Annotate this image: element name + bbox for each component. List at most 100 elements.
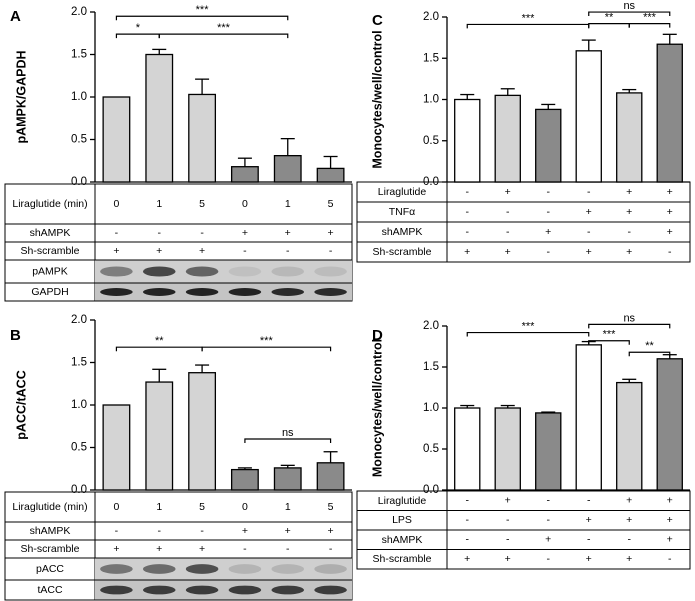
significance-bracket xyxy=(244,438,332,443)
table-cell: - xyxy=(547,495,551,507)
table-cell: + xyxy=(505,495,511,507)
table-cell: - xyxy=(200,227,204,239)
significance-label: *** xyxy=(260,335,274,347)
y-tick-label: 2.0 xyxy=(71,6,87,18)
table-cell: - xyxy=(587,186,591,198)
blot-band xyxy=(100,585,133,595)
table-cell: + xyxy=(626,246,632,258)
bar xyxy=(535,108,562,183)
row-label: Sh-scramble xyxy=(372,246,432,258)
y-tick-label: 1.5 xyxy=(423,361,439,373)
table-cell: + xyxy=(626,186,632,198)
table-cell: - xyxy=(668,246,672,258)
table-cell: - xyxy=(466,495,470,507)
significance-label: *** xyxy=(217,22,231,34)
table-cell: + xyxy=(285,227,291,239)
table-cell: 5 xyxy=(328,501,334,513)
bar xyxy=(316,462,345,491)
table-cell: 5 xyxy=(199,198,205,210)
table-cell: - xyxy=(243,543,247,555)
table-cell: + xyxy=(285,525,291,537)
table-cell: + xyxy=(667,514,673,526)
bar xyxy=(494,94,521,183)
bar xyxy=(616,92,643,183)
row-label-box: Sh-scramble xyxy=(372,246,432,258)
y-tick-label: 0.5 xyxy=(71,134,87,146)
row-label-box: Sh-scramble xyxy=(21,543,80,555)
table-cell: + xyxy=(586,553,592,565)
y-tick-label: 1.5 xyxy=(71,357,87,369)
table-cell: + xyxy=(113,543,119,555)
table-cell: + xyxy=(242,227,248,239)
row-label: Liraglutide (min) xyxy=(12,501,88,513)
significance-bracket xyxy=(628,351,671,357)
row-label: Liraglutide xyxy=(377,186,427,198)
significance-label: ** xyxy=(605,12,614,24)
blot-band xyxy=(228,266,262,277)
y-tick-label: 1.0 xyxy=(71,91,87,103)
blot-band xyxy=(100,564,133,574)
table-cell: + xyxy=(586,514,592,526)
table-cell: - xyxy=(115,525,119,537)
blot-label: GAPDH xyxy=(31,286,68,298)
y-tick-label: 1.0 xyxy=(71,399,87,411)
table-cell: + xyxy=(328,525,334,537)
bar xyxy=(454,407,481,491)
row-label: shAMPK xyxy=(381,226,423,238)
bar xyxy=(454,98,481,183)
significance-label: *** xyxy=(522,12,536,24)
row-label: Liraglutide (min) xyxy=(12,198,88,210)
table-cell: - xyxy=(158,227,162,239)
blot-background xyxy=(95,558,352,580)
table-cell: + xyxy=(242,525,248,537)
table-cell: + xyxy=(328,227,334,239)
blot-band xyxy=(271,564,305,574)
table-cell: 0 xyxy=(242,501,248,513)
panel-label: B xyxy=(10,327,21,344)
y-tick-label: 0.0 xyxy=(71,176,87,188)
blot-band xyxy=(185,266,219,277)
bar xyxy=(230,468,259,491)
row-label: shAMPK xyxy=(29,525,71,537)
table-cell: 5 xyxy=(199,501,205,513)
blot-band xyxy=(185,288,219,296)
table-cell: + xyxy=(505,553,511,565)
blot-band xyxy=(271,266,305,277)
significance-label: * xyxy=(136,22,141,34)
row-label-box: Liraglutide (min) xyxy=(12,198,88,210)
y-axis-label: pAMPK/GAPDH xyxy=(14,50,28,143)
row-label: shAMPK xyxy=(29,227,71,239)
significance-label: *** xyxy=(603,329,617,341)
y-tick-label: 2.0 xyxy=(71,314,87,326)
y-tick-label: 1.0 xyxy=(423,94,439,106)
y-tick-label: 2.0 xyxy=(423,320,439,332)
significance-bracket xyxy=(115,15,289,21)
table-cell: - xyxy=(506,226,510,238)
table-cell: - xyxy=(587,226,591,238)
significance-bracket xyxy=(628,23,671,28)
blot-band xyxy=(271,585,305,595)
blot-band xyxy=(314,585,347,595)
bar xyxy=(145,381,174,491)
table-cell: - xyxy=(506,534,510,546)
blot-band xyxy=(100,288,133,296)
blot-label: pAMPK xyxy=(32,265,68,277)
bar xyxy=(494,407,521,491)
blot-band xyxy=(228,585,262,595)
row-label-box: shAMPK xyxy=(29,227,71,239)
significance-bracket xyxy=(588,340,630,345)
blot-band xyxy=(314,266,347,277)
blot-band xyxy=(314,564,347,574)
table-cell: 1 xyxy=(285,198,291,210)
bar xyxy=(273,467,302,491)
blot-band xyxy=(142,266,176,277)
table-cell: - xyxy=(466,514,470,526)
table-cell: + xyxy=(667,206,673,218)
y-tick-label: 2.0 xyxy=(423,11,439,23)
significance-label: *** xyxy=(522,320,536,332)
y-tick-label: 0.5 xyxy=(423,443,439,455)
row-label-box: LPS xyxy=(392,514,412,526)
bar xyxy=(656,358,683,491)
blot-background xyxy=(95,283,352,301)
